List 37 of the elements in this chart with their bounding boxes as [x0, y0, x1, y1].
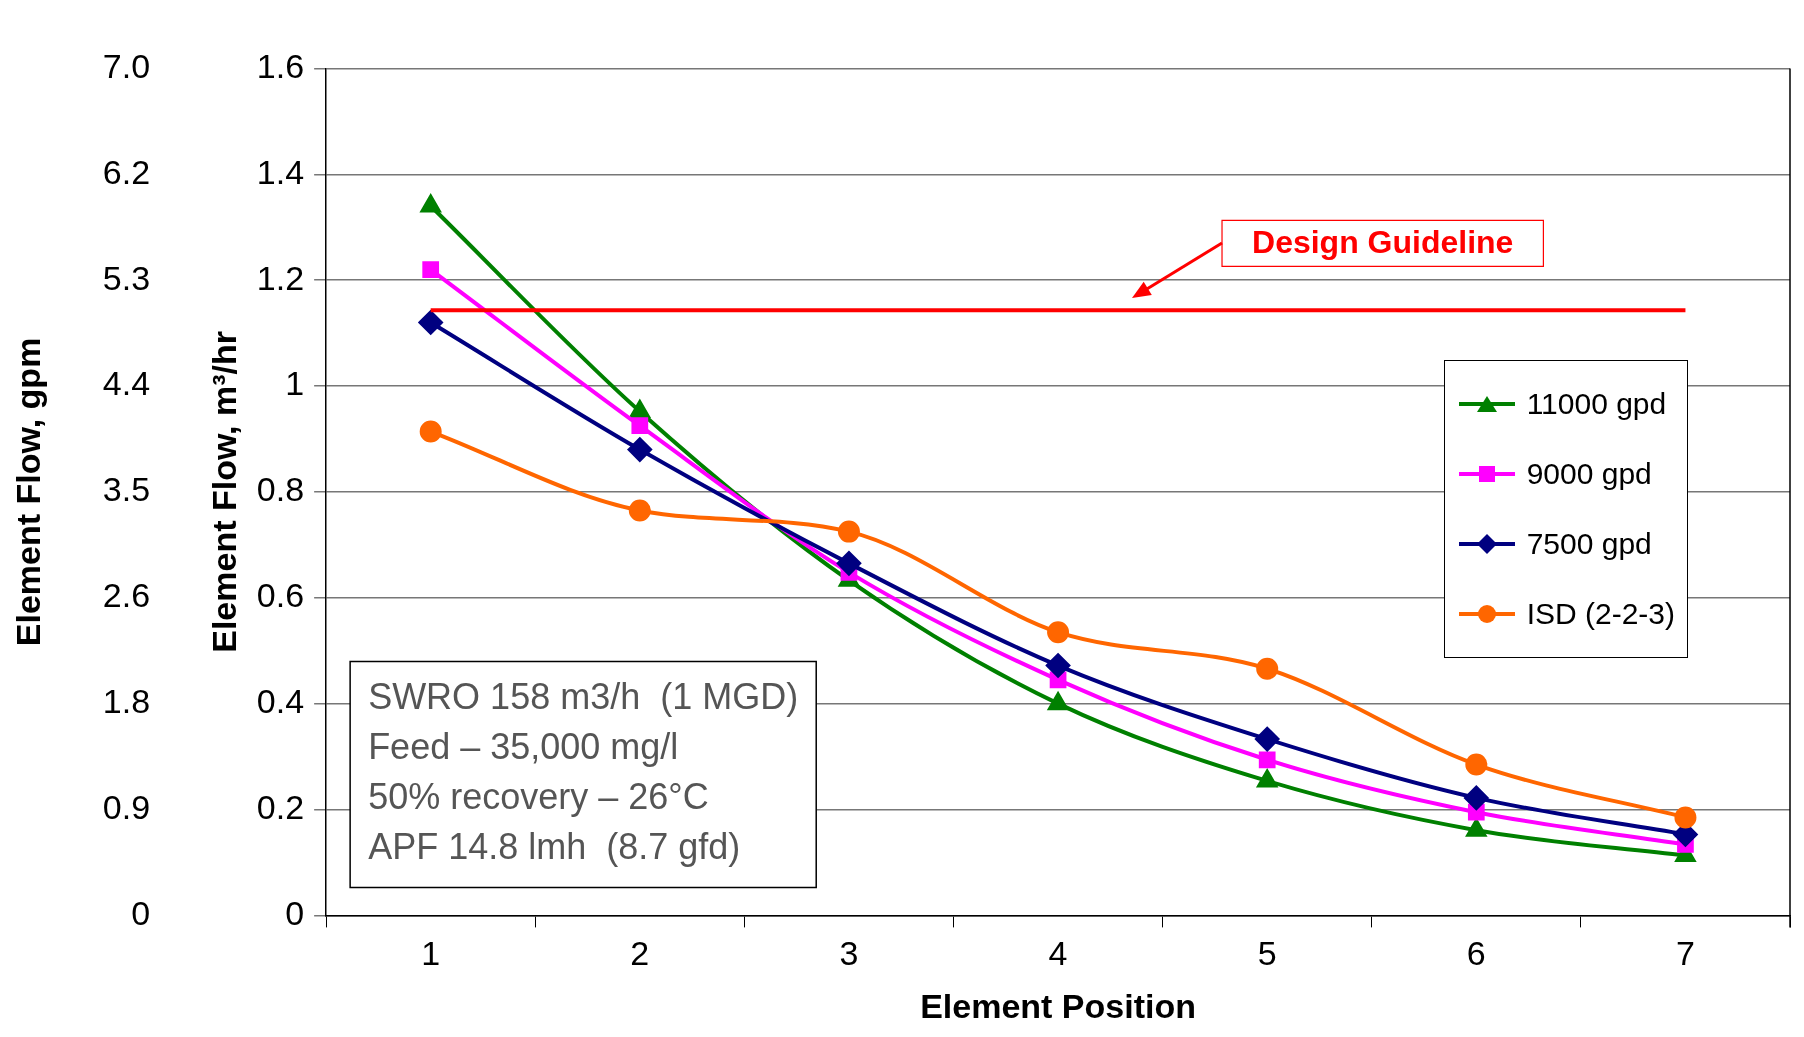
y-tick-label: 0.4 — [256, 682, 305, 721]
y2-tick-label: 7.0 — [102, 46, 151, 85]
legend-label: 7500 gpd — [1526, 527, 1652, 562]
y-tick-label: 1 — [285, 364, 305, 403]
annotation: Feed – 35,000 mg/l — [368, 726, 679, 768]
annotation: 50% recovery – 26°C — [368, 776, 709, 818]
y2-axis-title: Element Flow, gpm — [8, 337, 47, 647]
y-tick-label: 1.2 — [256, 258, 305, 297]
y-tick-label: 0.6 — [256, 576, 305, 615]
y2-tick-label: 1.8 — [102, 682, 151, 721]
annotation: APF 14.8 lmh (8.7 gfd) — [368, 826, 741, 868]
x-tick-label: 4 — [1048, 934, 1068, 973]
annotation: SWRO 158 m3/h (1 MGD) — [368, 676, 799, 718]
y2-tick-label: 4.4 — [102, 364, 151, 403]
y-tick-label: 1.6 — [256, 46, 305, 85]
legend-label: 9000 gpd — [1526, 457, 1652, 492]
y2-tick-label: 0.9 — [102, 787, 151, 826]
y2-tick-label: 0 — [131, 893, 151, 932]
y-tick-label: 1.4 — [256, 152, 305, 191]
y2-tick-label: 3.5 — [102, 470, 151, 509]
x-tick-label: 7 — [1675, 934, 1695, 973]
x-tick-label: 2 — [630, 934, 650, 973]
y-tick-label: 0.2 — [256, 787, 305, 826]
y2-tick-label: 6.2 — [102, 152, 151, 191]
x-tick-label: 5 — [1257, 934, 1277, 973]
x-axis-title: Element Position — [920, 986, 1196, 1025]
x-tick-label: 3 — [839, 934, 859, 973]
y2-tick-label: 5.3 — [102, 258, 151, 297]
x-tick-label: 1 — [421, 934, 441, 973]
legend-label: 11000 gpd — [1526, 387, 1667, 422]
y2-tick-label: 2.6 — [102, 576, 151, 615]
ref-line-label: Design Guideline — [1252, 224, 1514, 261]
x-tick-label: 6 — [1466, 934, 1486, 973]
y-tick-label: 0 — [285, 893, 305, 932]
legend-label: ISD (2-2-3) — [1526, 597, 1675, 632]
y-tick-label: 0.8 — [256, 470, 305, 509]
y-axis-title: Element Flow, m³/hr — [204, 331, 243, 653]
